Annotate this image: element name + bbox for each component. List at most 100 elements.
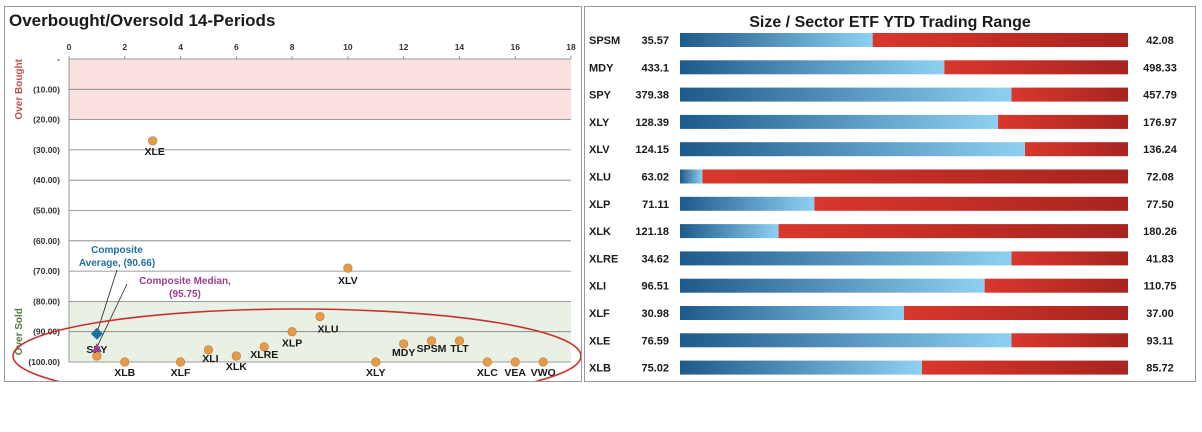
point-label: XLK (226, 361, 247, 373)
composite-median-label: (95.75) (169, 289, 201, 300)
row-high-value: 498.33 (1143, 62, 1177, 74)
bar-high-segment (778, 224, 1128, 239)
bar-low-segment (680, 333, 1012, 348)
x-tick-label: 14 (455, 42, 465, 52)
bar-low-segment (680, 278, 985, 293)
data-point (538, 357, 548, 367)
bar-low-segment (680, 60, 945, 75)
point-label: XLU (318, 324, 339, 336)
x-tick-label: 6 (234, 42, 239, 52)
data-point (371, 357, 381, 367)
row-high-value: 136.24 (1143, 144, 1178, 156)
y-tick-label: - (57, 54, 60, 64)
row-ticker: SPY (589, 90, 612, 102)
point-label: SPSM (417, 343, 447, 355)
y-tick-label: (40.00) (33, 175, 60, 185)
point-label: XLE (144, 146, 164, 158)
row-ticker: XLI (589, 281, 606, 293)
chart-title: Overbought/Oversold 14-Periods (9, 11, 276, 30)
point-label: VEA (504, 367, 526, 379)
data-point (203, 345, 214, 355)
point-label: XLP (282, 338, 302, 350)
data-point (482, 357, 492, 367)
x-tick-label: 10 (343, 42, 353, 52)
row-ticker: XLP (589, 199, 610, 211)
point-label: XLF (171, 367, 191, 379)
bar-low-segment (680, 169, 703, 184)
data-point (315, 311, 325, 322)
row-ticker: XLRE (589, 253, 618, 265)
bar-high-segment (921, 360, 1128, 375)
data-point (426, 336, 437, 346)
row-ticker: XLB (589, 363, 611, 375)
data-point (399, 339, 409, 349)
row-high-value: 93.11 (1147, 335, 1174, 347)
composite-average-label: Composite (91, 245, 143, 256)
data-point (148, 136, 158, 146)
row-low-value: 128.39 (635, 117, 669, 129)
data-point (120, 357, 130, 367)
point-label: MDY (392, 347, 415, 359)
bar-high-segment (984, 278, 1128, 293)
y-tick-label: (60.00) (33, 236, 60, 246)
bar-high-segment (702, 169, 1128, 184)
bar-high-segment (814, 196, 1128, 211)
bar-low-segment (680, 87, 1012, 102)
x-tick-label: 8 (290, 42, 295, 52)
x-tick-label: 0 (67, 42, 72, 52)
bar-low-segment (680, 114, 999, 129)
data-point (343, 263, 353, 273)
y-tick-label: (90.00) (33, 327, 60, 337)
y-tick-label: (10.00) (33, 84, 60, 94)
row-high-value: 42.08 (1146, 35, 1174, 47)
y-tick-label: (50.00) (33, 206, 60, 216)
x-tick-label: 2 (122, 42, 127, 52)
bar-high-segment (1024, 142, 1128, 157)
x-tick-label: 18 (566, 42, 576, 52)
point-label: XLRE (250, 349, 278, 361)
composite-median-label: Composite Median, (139, 276, 231, 287)
row-ticker: XLU (589, 172, 611, 184)
row-low-value: 379.38 (635, 90, 669, 102)
y-tick-label: (80.00) (33, 296, 60, 306)
bar-low-segment (680, 306, 904, 320)
composite-median-marker (91, 343, 102, 353)
point-label: XLY (366, 367, 385, 379)
y-tick-label: (70.00) (33, 266, 60, 276)
row-high-value: 180.26 (1143, 226, 1177, 238)
row-low-value: 63.02 (641, 172, 669, 184)
row-ticker: MDY (589, 62, 614, 74)
bar-low-segment (680, 360, 922, 375)
point-label: XLI (202, 353, 218, 365)
row-ticker: XLY (589, 117, 610, 129)
composite-average-label: Average, (90.66) (79, 258, 155, 269)
composite-average-leader (97, 269, 118, 330)
highlight-ellipse (12, 308, 581, 381)
bar-high-segment (1011, 333, 1128, 348)
row-high-value: 110.75 (1143, 281, 1176, 293)
row-low-value: 75.02 (641, 363, 669, 375)
range-bars: SPSM 35.57 42.08 MDY 433.1 498.33 SPY 379.38 457… (589, 33, 1178, 375)
bar-low-segment (680, 251, 1012, 266)
row-low-value: 76.59 (641, 335, 669, 347)
data-point (259, 342, 269, 352)
point-label: XLV (338, 275, 358, 287)
y-tick-label: (100.00) (28, 357, 60, 367)
row-low-value: 71.11 (642, 199, 669, 211)
data-point (287, 327, 297, 337)
bar-high-segment (998, 114, 1128, 129)
bar-low-segment (680, 196, 815, 211)
bar-high-segment (904, 306, 1128, 320)
row-low-value: 35.57 (641, 35, 669, 47)
row-high-value: 85.72 (1146, 363, 1174, 375)
bar-low-segment (680, 142, 1025, 157)
scatter-plot: Over Bought Over Sold - (10.00) (20.00) (30.0… (12, 42, 581, 381)
data-point (454, 336, 465, 346)
y-tick-label: (20.00) (33, 115, 60, 125)
y-tick-label: (30.00) (33, 145, 60, 155)
composite-average-marker (90, 327, 103, 340)
row-ticker: SPSM (589, 35, 620, 47)
row-high-value: 41.83 (1146, 253, 1174, 265)
data-point (231, 351, 241, 361)
bar-low-segment (680, 33, 873, 47)
